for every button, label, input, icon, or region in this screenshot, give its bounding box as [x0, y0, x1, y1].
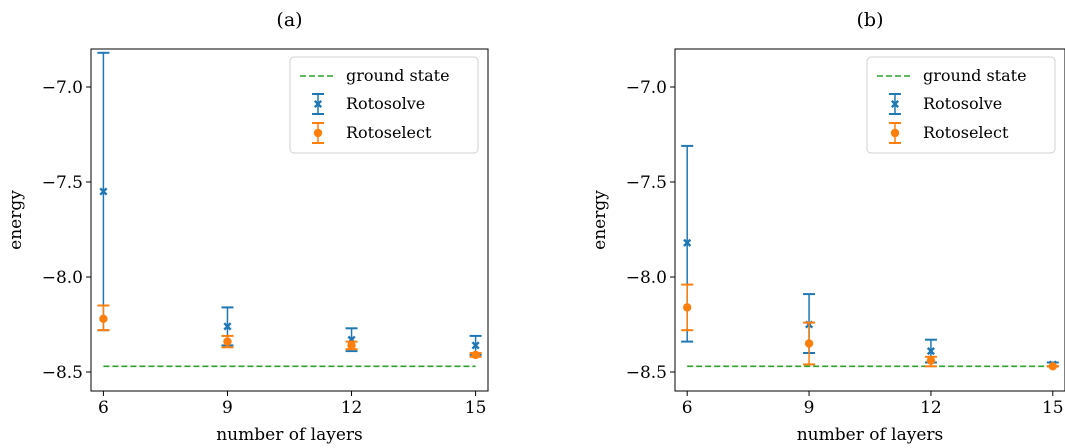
axes-frame — [674, 48, 1065, 392]
panel-title: (a) — [276, 9, 302, 31]
legend: ground state Rotosolve Rotoselect — [866, 56, 1056, 154]
data-point — [1048, 362, 1058, 371]
legend-label-rotosolve: Rotosolve — [923, 94, 1002, 113]
series-rotoselect — [97, 304, 482, 360]
data-point — [682, 303, 692, 312]
legend-label-rotoselect: Rotoselect — [346, 123, 432, 142]
legend-label-rotosolve: Rotosolve — [346, 94, 425, 113]
x-tick-label: 6 — [98, 398, 109, 418]
data-point — [223, 337, 232, 346]
legend: ground state Rotosolve Rotoselect — [289, 56, 479, 154]
axes-frame — [90, 48, 489, 392]
y-tick-label: −7.0 — [42, 78, 83, 98]
y-tick-label: −8.0 — [626, 268, 667, 288]
x-tick-label: 12 — [341, 398, 363, 418]
y-tick-label: −8.5 — [626, 363, 667, 383]
legend-marker — [890, 99, 900, 109]
legend-handle-rotosolve — [312, 93, 324, 115]
legend-handle-rotoselect — [312, 122, 324, 144]
data-point — [99, 314, 108, 323]
legend-marker — [313, 99, 323, 109]
y-tick-label: −7.0 — [626, 78, 667, 98]
legend-label-ground-state: ground state — [346, 66, 450, 85]
legend-box — [866, 56, 1056, 154]
x-axis-label: number of layers — [797, 425, 944, 445]
y-tick-label: −7.5 — [42, 173, 83, 193]
data-point — [804, 339, 814, 348]
data-point — [926, 356, 936, 365]
y-axis-label: energy — [6, 190, 26, 250]
data-point — [471, 350, 480, 360]
data-point — [99, 187, 108, 196]
x-tick-label: 12 — [920, 398, 942, 418]
x-tick-label: 9 — [804, 398, 815, 418]
data-point — [683, 238, 692, 247]
y-tick-label: −8.0 — [42, 268, 83, 288]
y-tick-label: −7.5 — [626, 173, 667, 193]
panel-title: (b) — [857, 9, 884, 31]
legend-handle-rotoselect — [889, 122, 901, 144]
x-tick-label: 9 — [222, 398, 233, 418]
data-point — [926, 347, 935, 356]
x-tick-label: 15 — [1042, 398, 1064, 418]
legend-marker — [890, 128, 900, 138]
legend-handle-rotosolve — [889, 93, 901, 115]
x-axis-label: number of layers — [216, 425, 363, 445]
data-point — [471, 341, 480, 350]
legend-label-ground-state: ground state — [923, 66, 1027, 85]
y-axis-label: energy — [590, 190, 610, 250]
series-rotosolve — [681, 144, 1059, 369]
panel-a: (a) −7.0 −7.5 −8.0 −8.5 6 9 12 15 number of layer… — [6, 9, 489, 445]
data-point — [223, 322, 232, 331]
legend-label-rotoselect: Rotoselect — [923, 123, 1009, 142]
y-tick-label: −8.5 — [42, 363, 83, 383]
series-rotoselect — [681, 283, 1059, 371]
legend-box — [289, 56, 479, 154]
legend-marker — [313, 128, 323, 138]
x-tick-label: 15 — [465, 398, 487, 418]
panel-b: (b) −7.0 −7.5 −8.0 −8.5 6 9 12 15 number of layer… — [590, 9, 1065, 445]
data-point — [347, 341, 356, 350]
x-tick-label: 6 — [682, 398, 693, 418]
